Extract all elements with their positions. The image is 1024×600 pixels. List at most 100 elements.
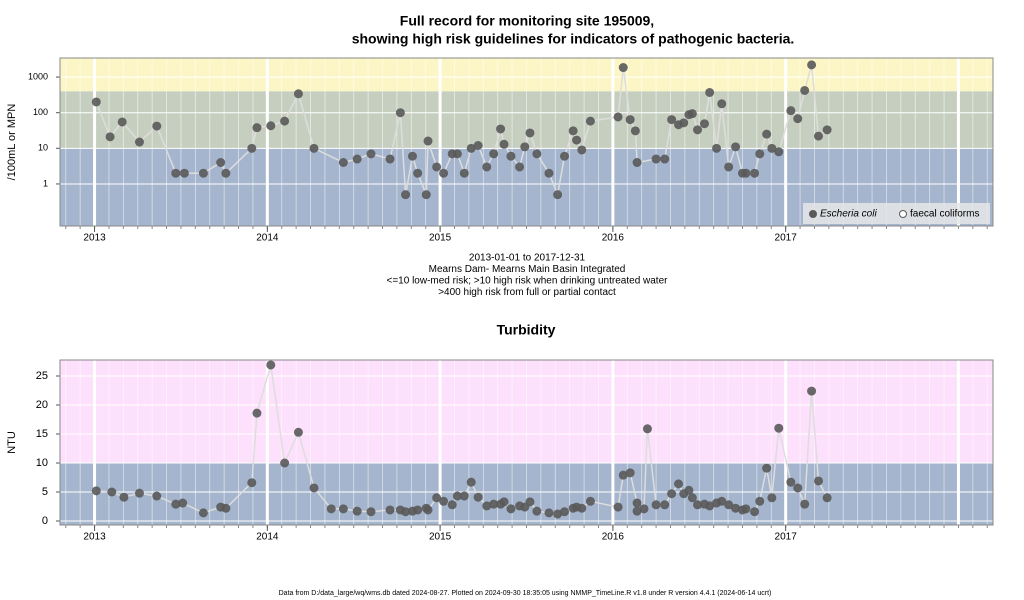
data-point — [134, 488, 144, 498]
data-point — [366, 149, 376, 159]
footer: Data from D:/data_large/wq/wms.db dated … — [279, 590, 772, 597]
x-tick-label: 2015 — [429, 532, 452, 543]
data-point — [632, 157, 642, 167]
data-point — [515, 162, 525, 172]
legend-label: Escheria coli — [820, 209, 877, 220]
data-point — [338, 157, 348, 167]
data-point — [338, 504, 348, 514]
data-point — [439, 168, 449, 178]
data-point — [544, 508, 554, 518]
y-tick-label: 100 — [33, 107, 48, 117]
data-point — [762, 129, 772, 139]
data-point — [577, 503, 587, 513]
x-tick-label: 2016 — [602, 233, 625, 244]
data-point — [800, 499, 810, 509]
data-point — [447, 500, 457, 510]
data-point — [639, 504, 649, 514]
data-point — [105, 132, 115, 142]
data-point — [699, 119, 709, 129]
data-point — [674, 479, 684, 489]
subtitle: 2013-01-01 to 2017-12-31 — [469, 253, 586, 264]
data-point — [198, 168, 208, 178]
data-point — [152, 121, 162, 131]
data-point — [532, 506, 542, 516]
y-axis-label: /100mL or MPN — [6, 104, 18, 181]
subtitle: <=10 low-med risk; >10 high risk when dr… — [387, 276, 669, 287]
data-point — [717, 496, 727, 506]
data-point — [473, 140, 483, 150]
data-point — [687, 109, 697, 119]
data-point — [352, 154, 362, 164]
data-point — [667, 115, 677, 125]
data-point — [178, 498, 188, 508]
data-point — [687, 493, 697, 503]
data-point — [741, 504, 751, 514]
data-point — [293, 89, 303, 99]
data-point — [553, 190, 563, 200]
data-point — [724, 500, 734, 510]
data-point — [432, 493, 442, 503]
data-point — [152, 491, 162, 501]
data-point — [525, 497, 535, 507]
y-tick-label: 10 — [38, 143, 48, 153]
data-point — [499, 497, 509, 507]
data-point — [117, 117, 127, 127]
subtitle: >400 high risk from full or partial cont… — [438, 287, 616, 298]
legend-marker — [809, 210, 817, 218]
data-point — [786, 106, 796, 116]
data-point — [642, 424, 652, 434]
data-point — [91, 97, 101, 107]
chart-title: Full record for monitoring site 195009, — [400, 13, 654, 29]
data-point — [731, 142, 741, 152]
data-point — [572, 135, 582, 145]
data-point — [712, 143, 722, 153]
data-point — [625, 468, 635, 478]
y-tick-label: 15 — [36, 428, 48, 440]
data-point — [724, 162, 734, 172]
y-tick-label: 25 — [36, 370, 48, 382]
data-point — [577, 145, 587, 155]
data-point — [134, 137, 144, 147]
data-point — [822, 493, 832, 503]
data-point — [107, 487, 117, 497]
data-point — [119, 492, 129, 502]
data-point — [585, 116, 595, 126]
data-point — [266, 121, 276, 131]
data-point — [813, 131, 823, 141]
data-point — [385, 154, 395, 164]
data-point — [198, 508, 208, 518]
data-point — [684, 485, 694, 495]
data-point — [280, 458, 290, 468]
data-point — [822, 125, 832, 135]
data-point — [520, 142, 530, 152]
plot-frame — [59, 359, 994, 526]
data-point — [413, 505, 423, 515]
x-tick-label: 2015 — [429, 233, 452, 244]
data-point — [366, 507, 376, 517]
data-point — [774, 147, 784, 157]
data-point — [525, 128, 535, 138]
data-point — [432, 162, 442, 172]
data-point — [705, 87, 715, 97]
data-point — [560, 507, 570, 517]
data-point — [613, 112, 623, 122]
data-point — [544, 168, 554, 178]
data-point — [800, 85, 810, 95]
data-point — [585, 496, 595, 506]
data-point — [452, 149, 462, 159]
data-point — [293, 427, 303, 437]
panel-title: Turbidity — [497, 322, 556, 338]
data-point — [767, 493, 777, 503]
data-point — [520, 502, 530, 512]
data-point — [532, 149, 542, 159]
data-point — [221, 168, 231, 178]
y-axis-label: NTU — [6, 431, 18, 454]
subtitle: Mearns Dam- Mearns Main Basin Integrated — [429, 264, 626, 275]
data-point — [421, 190, 431, 200]
x-tick-label: 2017 — [775, 532, 798, 543]
data-point — [482, 162, 492, 172]
data-point — [630, 126, 640, 136]
data-point — [280, 116, 290, 126]
